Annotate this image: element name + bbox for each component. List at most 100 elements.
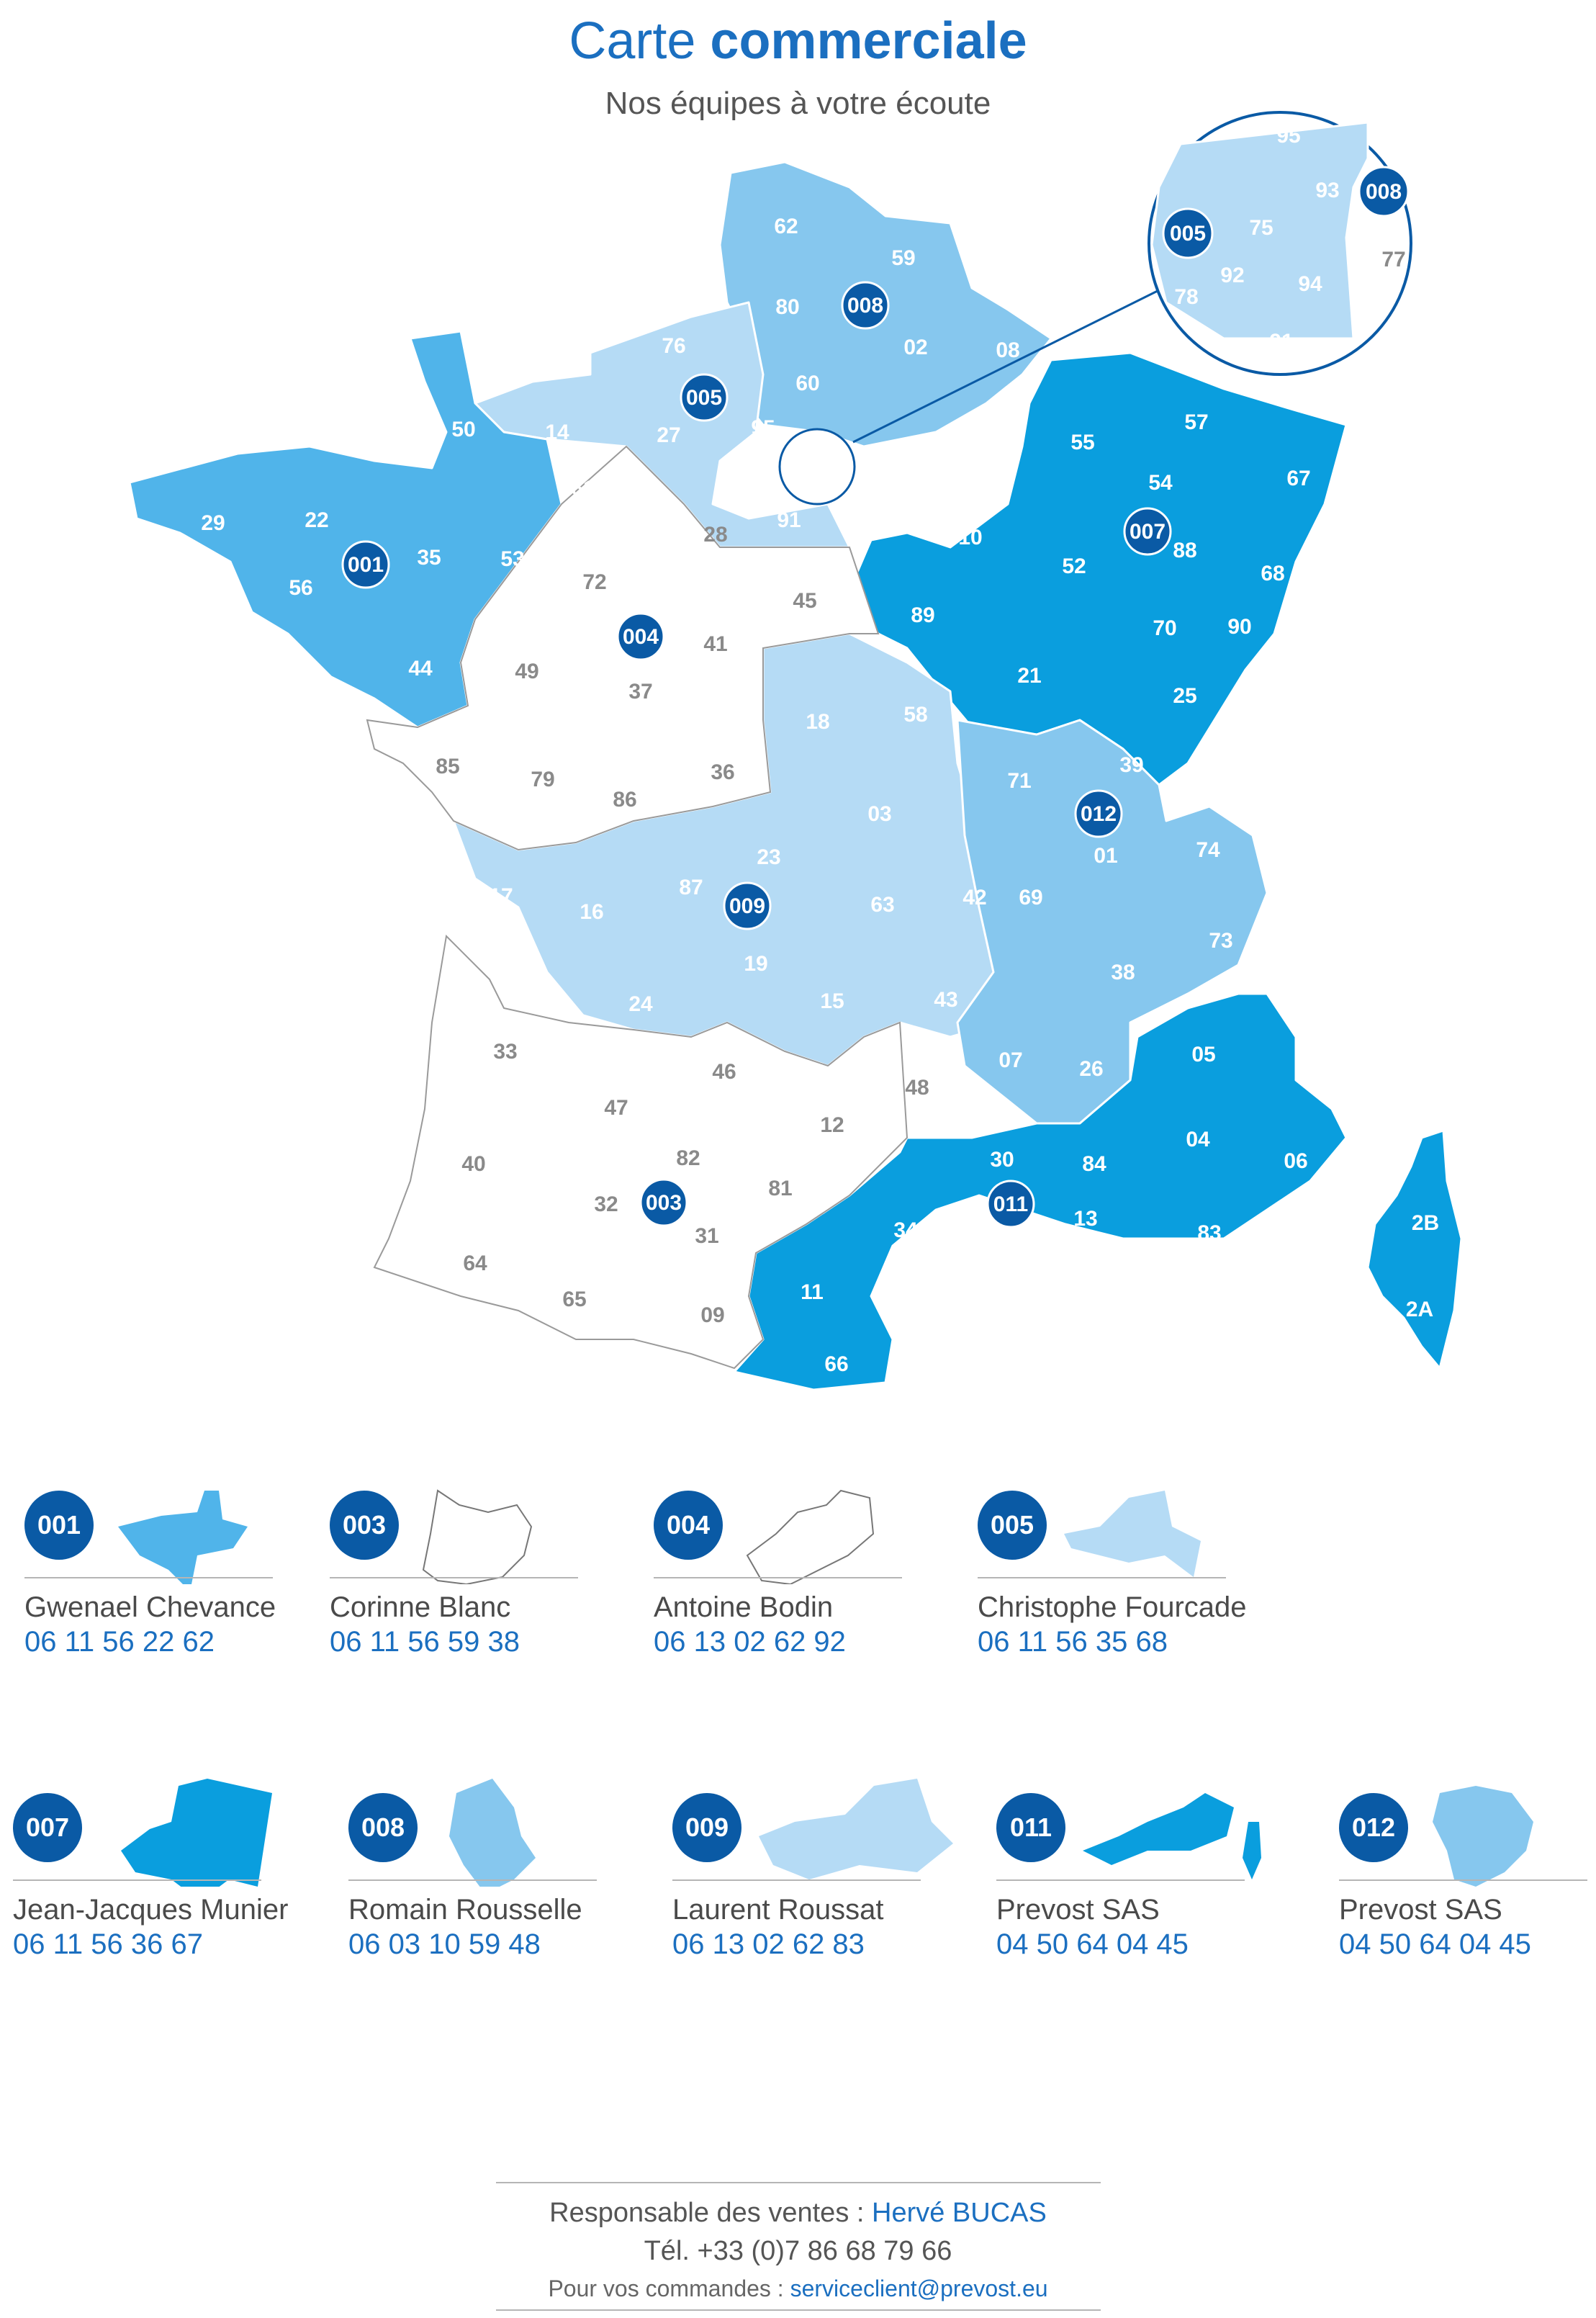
dept-label: 78 [742,457,766,480]
rep-divider [672,1879,921,1881]
rep-phone[interactable]: 06 11 56 59 38 [330,1626,520,1658]
svg-text:007: 007 [1130,520,1166,544]
dept-label: 42 [962,886,986,909]
dept-label: 83 [1197,1221,1221,1245]
rep-name: Laurent Roussat [672,1894,884,1926]
manager-label: Responsable des ventes : [549,2198,865,2228]
rep-phone[interactable]: 04 50 64 04 45 [996,1928,1189,1960]
svg-text:004: 004 [623,625,659,649]
dept-label: 59 [891,246,915,270]
title-bold: commerciale [710,12,1027,70]
inset-label: 93 [1315,179,1339,202]
manager-phone[interactable]: Tél. +33 (0)7 86 68 79 66 [644,2236,952,2266]
rep-zone-map-icon [121,1779,272,1887]
svg-text:008: 008 [847,294,883,318]
dept-label: 72 [582,570,606,594]
rep-zone-map-icon [759,1779,953,1879]
svg-text:009: 009 [729,894,765,918]
dept-label: 01 [1094,844,1117,868]
dept-label: 27 [657,423,680,447]
manager-name: Hervé BUCAS [872,2198,1047,2228]
dept-label: 39 [1119,753,1143,777]
rep-name: Antoine Bodin [654,1591,834,1623]
rep-card-005: 005 Christophe Fourcade 06 11 56 35 68 [978,1476,1251,1714]
dept-label: 23 [757,845,780,869]
rep-phone[interactable]: 06 11 56 22 62 [24,1626,215,1658]
dept-label: 02 [903,336,927,359]
dept-label: 71 [1007,769,1031,793]
dept-label: 85 [436,755,459,778]
dept-label: 17 [489,884,513,908]
dept-label: 06 [1284,1149,1307,1173]
dept-region-south-west [373,934,909,1370]
dept-label: 07 [998,1048,1022,1072]
dept-label: 91 [777,508,801,532]
rep-phone[interactable]: 04 50 64 04 45 [1339,1928,1531,1960]
rep-card-008: 008 Romain Rousselle 06 03 10 59 48 [348,1779,622,2016]
page-header: Carte commerciale Nos équipes à votre éc… [0,12,1596,122]
dept-label: 95 [751,416,775,440]
dept-label: 28 [703,523,727,547]
badge-012: 012 [1074,789,1123,838]
dept-label: 04 [1186,1128,1210,1151]
badge-001: 001 [341,540,390,589]
dept-label: 67 [1286,467,1310,490]
orders-contact: Pour vos commandes : serviceclient@prevo… [0,2276,1596,2302]
dept-region-south-east [733,992,1348,1391]
rep-phone[interactable]: 06 03 10 59 48 [348,1928,541,1960]
dept-label: 11 [801,1280,824,1304]
dept-label: 44 [408,657,433,680]
rep-divider [1339,1879,1587,1881]
dept-label: 77 [853,491,877,515]
dept-label: 62 [774,215,798,238]
dept-label: 57 [1184,410,1208,434]
footer-divider-bottom [495,2309,1101,2311]
rep-name: Christophe Fourcade [978,1591,1247,1623]
dept-label: 65 [562,1288,586,1311]
dept-label: 37 [628,680,652,704]
dept-label: 03 [867,802,891,826]
badge-005: 005 [680,373,729,422]
rep-divider [330,1577,578,1578]
rep-zone-map-icon [449,1779,536,1887]
dept-label: 08 [996,338,1019,362]
dept-label: 69 [1019,886,1042,909]
rep-phone[interactable]: 06 13 02 62 83 [672,1928,865,1960]
france-sales-map: 62 59 80 02 08 76 60 14 27 50 95 78 91 7… [128,111,1463,1391]
badge-009: 009 [723,881,772,930]
dept-label: 12 [820,1113,844,1137]
page-title: Carte commerciale [0,12,1596,70]
page-subtitle: Nos équipes à votre écoute [605,86,991,122]
rep-phone[interactable]: 06 11 56 35 68 [978,1626,1168,1658]
dept-label: 54 [1148,471,1173,495]
dept-label: 34 [893,1218,918,1242]
rep-zone-map-icon [1083,1793,1261,1879]
dept-label: 29 [201,511,225,535]
dept-label: 09 [700,1303,724,1327]
rep-badge: 008 [348,1793,418,1862]
dept-label: 61 [571,477,595,500]
rep-phone[interactable]: 06 13 02 62 92 [654,1626,846,1658]
rep-badge: 005 [978,1491,1047,1560]
dept-label: 63 [870,893,894,917]
rep-badge: 003 [330,1491,399,1560]
rep-phone[interactable]: 06 11 56 36 67 [13,1928,203,1960]
svg-text:001: 001 [348,553,384,577]
dept-label: 86 [613,788,636,812]
dept-region-rhone-alpes [956,719,1268,1125]
dept-label: 26 [1079,1057,1103,1081]
dept-label: 64 [463,1252,487,1275]
rep-badge: 004 [654,1491,723,1560]
dept-label: 45 [793,589,816,613]
badge-008: 008 [841,281,890,330]
orders-email-link[interactable]: serviceclient@prevost.eu [790,2276,1048,2301]
dept-label: 10 [958,526,982,549]
dept-label: 52 [1062,554,1086,578]
dept-label: 70 [1153,616,1176,640]
inset-label: 77 [1381,248,1405,271]
rep-zone-map-icon [1433,1786,1533,1887]
rep-zone-map-icon [746,1489,875,1584]
dept-label: 30 [990,1148,1014,1172]
rep-card-012: 012 Prevost SAS 04 50 64 04 45 [1339,1779,1596,2016]
rep-badge: 007 [13,1793,82,1862]
